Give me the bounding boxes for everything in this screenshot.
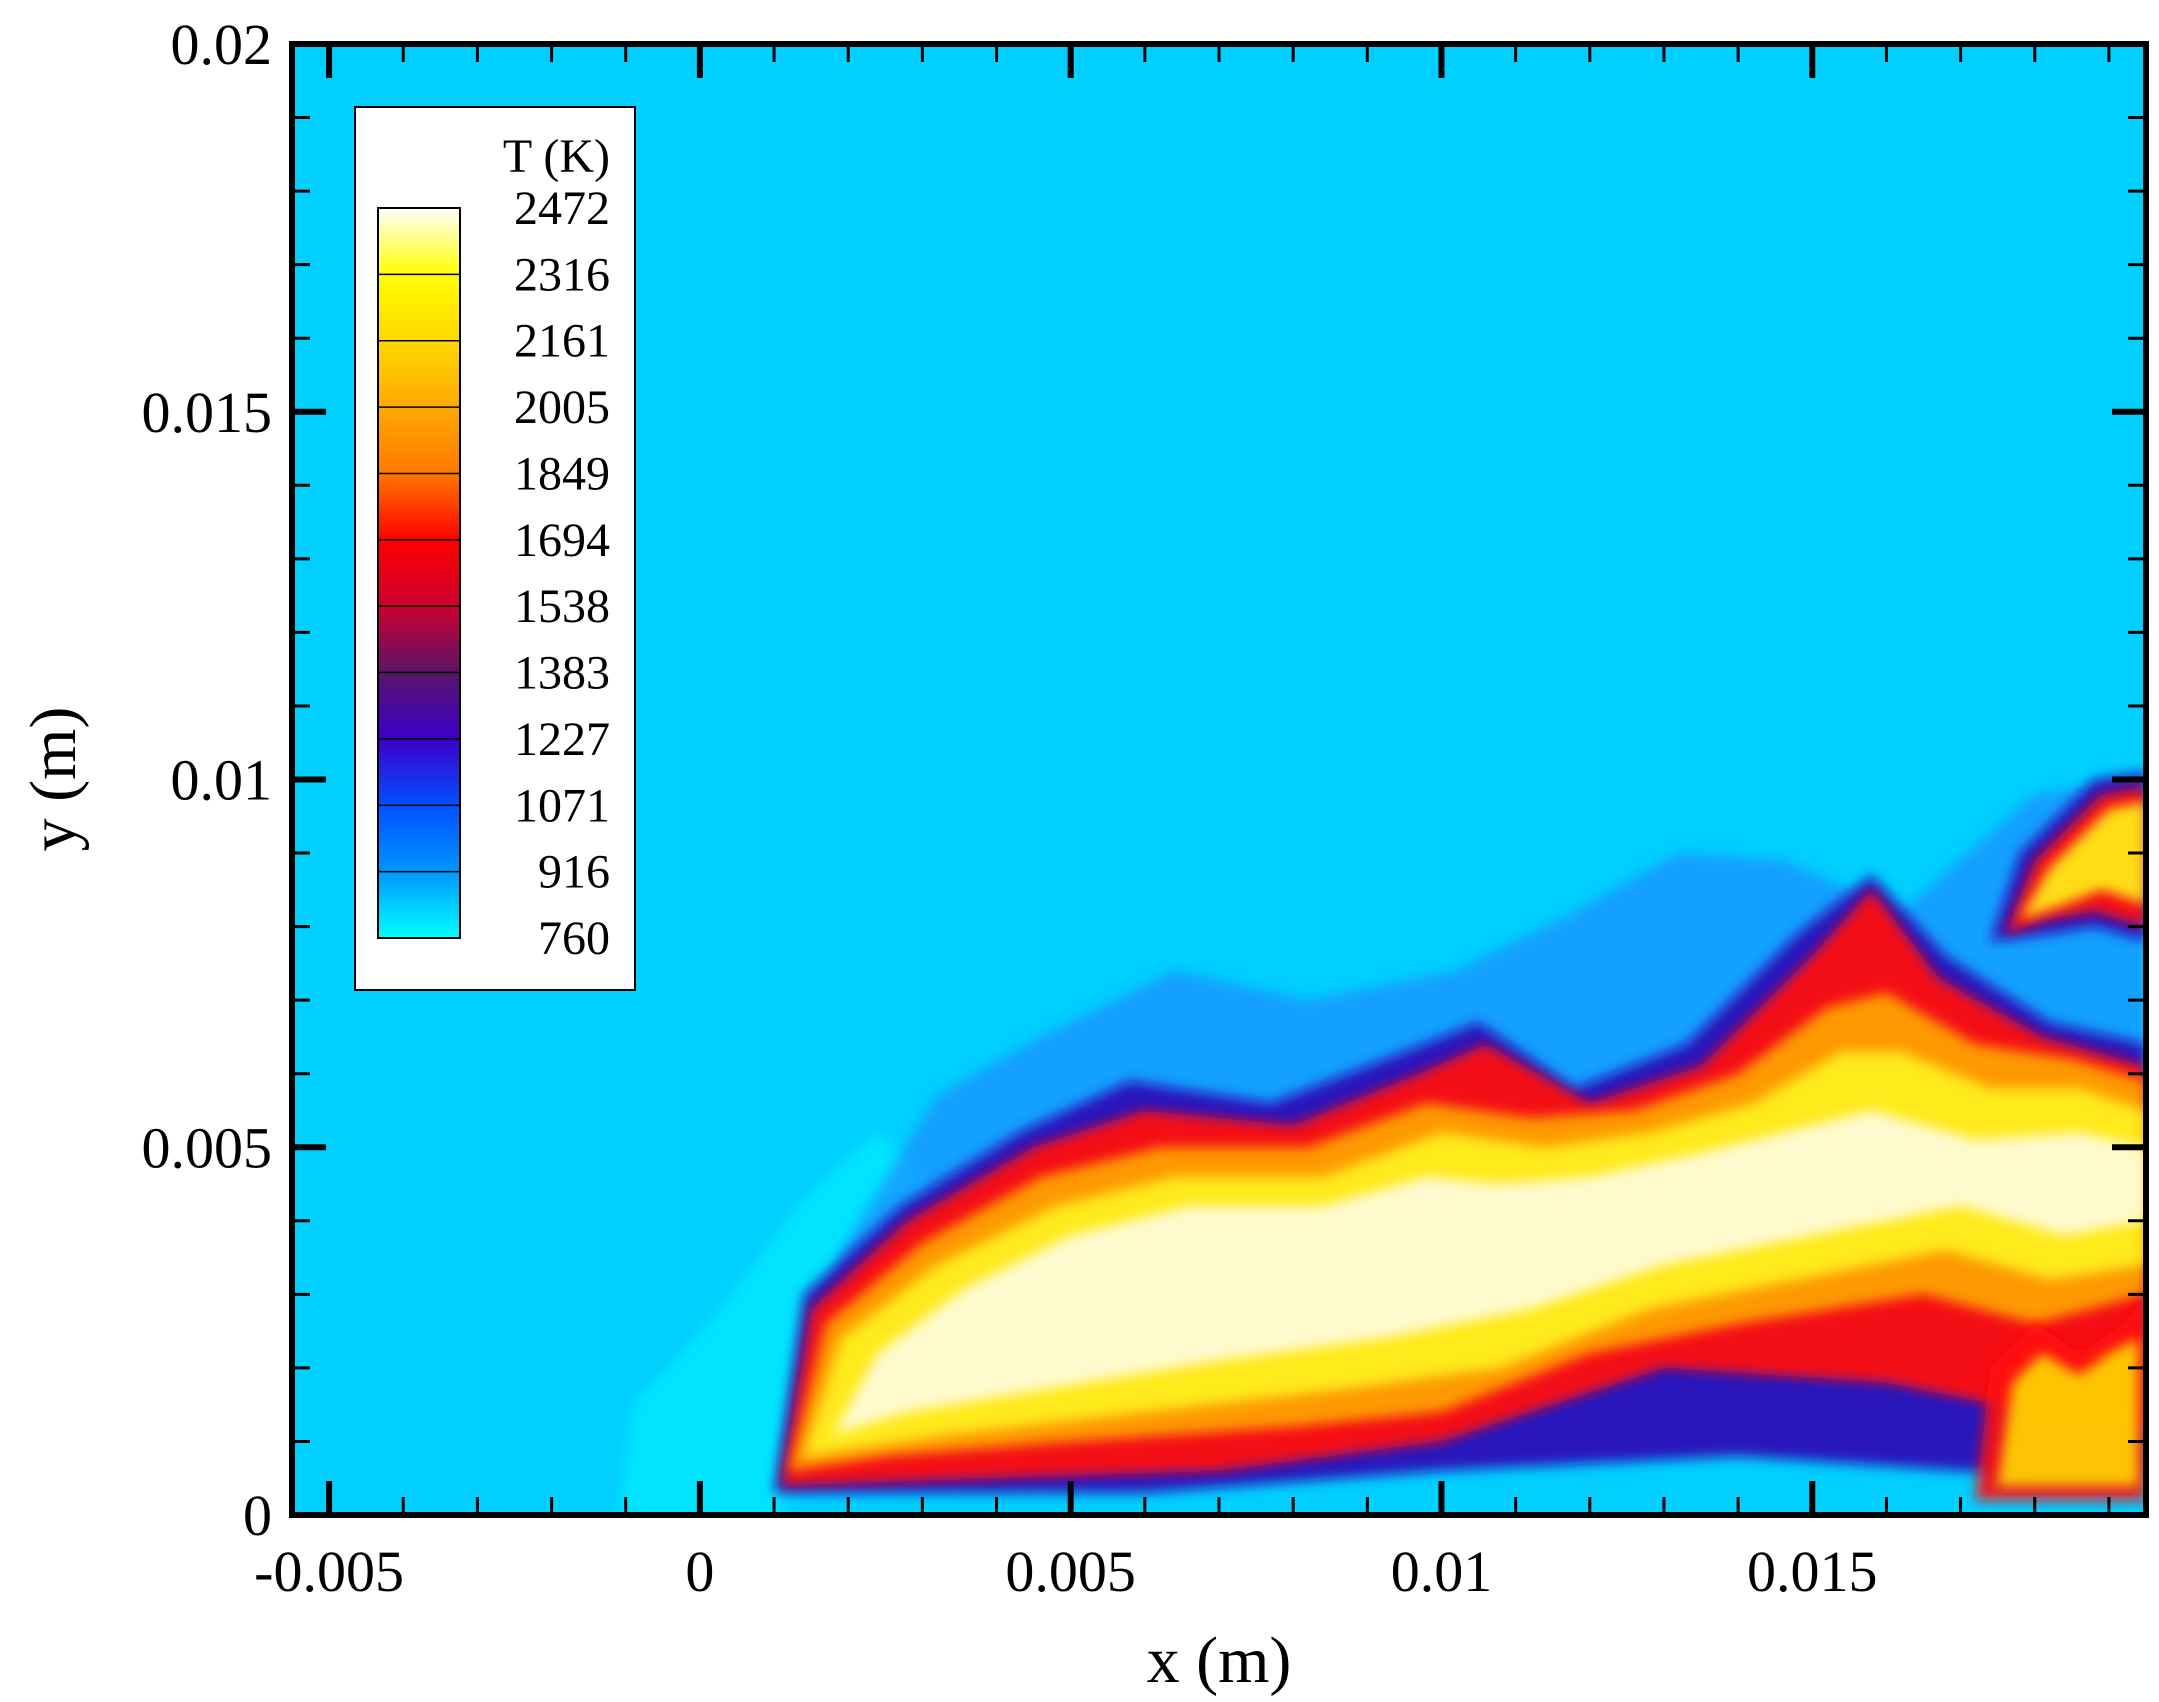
colorbar-labels: 2472 2316 2161 2005 1849 1694 1538 1383 1227 1071… [514, 182, 610, 965]
y-tick-label: 0.01 [171, 748, 273, 813]
contour-field [618, 772, 2146, 1515]
colorbar-legend: T (K) 2472 2316 2161 2005 1849 1694 1538 1383 12… [354, 106, 636, 991]
colorbar-level-label: 760 [538, 912, 610, 965]
colorbar-level-label: 2161 [514, 315, 610, 368]
y-tick-label: 0 [243, 1483, 272, 1548]
x-tick-label: -0.005 [254, 1539, 404, 1604]
flame-core [833, 1110, 2146, 1435]
x-tick-label: 0.015 [1747, 1539, 1878, 1604]
x-tick-label: 0.01 [1391, 1539, 1493, 1604]
x-tick-label: 0 [685, 1539, 714, 1604]
y-tick-label: 0.015 [142, 380, 273, 445]
x-axis-title: x (m) [1147, 1624, 1292, 1697]
plot-frame [289, 41, 2149, 1518]
colorbar-level-label: 2472 [514, 182, 610, 235]
cool-jet-plume [618, 1132, 930, 1515]
colorbar-level-label: 1071 [514, 779, 610, 832]
x-tick-label: 0.005 [1005, 1539, 1136, 1604]
y-tick-label: 0.005 [142, 1115, 273, 1180]
top-right-flame-yellow [2019, 801, 2146, 920]
colorbar-level-label: 2005 [514, 381, 610, 434]
y-axis-title: y (m) [17, 707, 90, 852]
legend-title: T (K) [503, 130, 610, 183]
colorbar-level-label: 1227 [514, 713, 610, 766]
colorbar-level-label: 1849 [514, 447, 610, 500]
colorbar-gradient [378, 208, 460, 938]
colorbar-swatches [377, 207, 461, 939]
colorbar-level-label: 1694 [514, 514, 610, 567]
colorbar-outline [377, 207, 461, 939]
bottom-right-flame-yellow [1997, 1338, 2139, 1486]
colorbar-level-label: 1383 [514, 647, 610, 700]
colorbar-level-label: 1538 [514, 580, 610, 633]
y-tick-label: 0.02 [171, 12, 273, 77]
colorbar-level-label: 2316 [514, 248, 610, 301]
colorbar-level-label: 916 [538, 846, 610, 899]
